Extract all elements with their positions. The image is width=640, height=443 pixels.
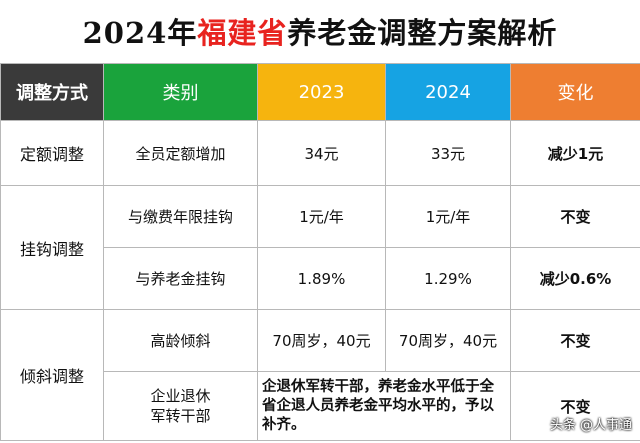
value-2023-cell: 34元 [257,120,386,186]
watermark: 头条 @人事通 [549,418,632,433]
value-2023-cell: 1元/年 [257,185,386,248]
change-cell: 不变 [510,371,640,441]
header-2024: 2024 [385,63,511,121]
method-cell: 定额调整 [0,120,104,186]
method-cell: 挂钩调整 [0,185,104,310]
category-cell: 企业退休 军转干部 [103,371,258,441]
category-cell: 与缴费年限挂钩 [103,185,258,248]
change-cell: 减少0.6% [510,247,640,310]
header-category: 类别 [103,63,258,121]
value-2023-cell: 1.89% [257,247,386,310]
value-2024-cell: 33元 [385,120,511,186]
category-cell: 高龄倾斜 [103,309,258,372]
title-province: 福建省 [197,16,288,50]
title-prefix: 2024年 [82,16,198,50]
method-cell: 倾斜调整 [0,309,104,441]
table-row: 企业退休 军转干部 企退休军转干部，养老金水平低于全省企退人员养老金平均水平的，… [1,371,640,441]
table-row: 挂钩调整 与缴费年限挂钩 1元/年 1元/年 不变 [0,185,640,310]
value-2023-cell: 70周岁，40元 [257,309,386,372]
category-cell: 与养老金挂钩 [103,247,258,310]
change-cell: 减少1元 [510,120,640,186]
change-cell: 不变 [510,309,640,372]
category-line: 军转干部 [150,407,211,425]
value-2024-cell: 1.29% [385,247,511,310]
header-method: 调整方式 [0,63,104,121]
value-2024-cell: 70周岁，40元 [385,309,511,372]
header-2023: 2023 [257,63,386,121]
change-cell: 不变 [510,185,640,248]
value-2024-cell: 1元/年 [385,185,511,248]
header-change: 变化 [510,63,640,121]
note-cell: 企退休军转干部，养老金水平低于全省企退人员养老金平均水平的，予以补齐。 [257,371,511,441]
table-row: 倾斜调整 高龄倾斜 70周岁，40元 70周岁，40元 不变 [0,309,640,441]
category-cell: 全员定额增加 [103,120,258,186]
pension-adjustment-table: 调整方式 类别 2023 2024 变化 定额调整 全员定额增加 34元 33元… [0,63,640,441]
page-title: 2024年 福建省 养老金调整方案解析 [0,0,640,62]
table-row: 与养老金挂钩 1.89% 1.29% 减少0.6% [1,247,640,310]
title-suffix: 养老金调整方案解析 [287,16,558,50]
table-row: 定额调整 全员定额增加 34元 33元 减少1元 [0,120,640,186]
category-line: 企业退休 [150,387,211,405]
